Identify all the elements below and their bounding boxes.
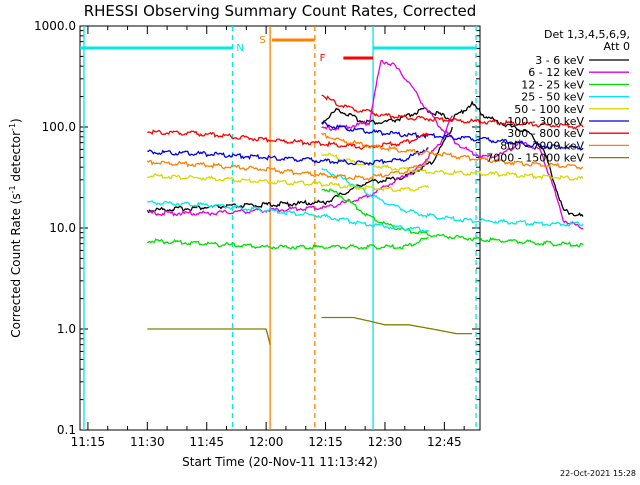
x-tick-label: 12:30 [368,435,403,449]
series-line-s12_25-2 [321,187,584,248]
y-tick-label: 1.0 [57,322,76,336]
interval-markers: N S F [80,26,477,430]
series-line-s3_6-1 [146,126,453,214]
legend-entry-label: 3 - 6 keV [535,54,584,67]
x-axis-label: Start Time (20-Nov-11 11:13:42) [182,455,378,469]
series-line-s800_7000-2 [321,132,584,171]
y-axis-label-part-2: detector [9,131,23,186]
y-tick-label: 1000.0 [34,19,76,33]
series-line-s7000_15000-1 [147,328,271,345]
series-line-s800_7000-1 [146,159,430,181]
y-tick-label: 100.0 [42,120,76,134]
x-tick-label: 12:45 [427,435,462,449]
series-line-s50_100-2 [321,152,584,181]
series-line-s7000_15000-2 [321,316,473,335]
series-line-s100_300-2 [321,121,584,151]
footer-date: 22-Oct-2021 15:28 [560,469,636,478]
series-lines [146,59,584,345]
legend-entry-label: 7000 - 15000 keV [486,152,584,165]
saa-label: S [259,35,265,46]
y-axis-label-sup-1: -1 [8,185,17,193]
x-tick-label: 11:45 [189,435,224,449]
y-tick-label: 0.1 [57,423,76,437]
legend-entry-label: 6 - 12 keV [528,66,584,79]
series-line-s25_50-1 [146,200,429,233]
plot-frame [79,25,481,431]
legend-entry-label: 50 - 100 keV [514,103,584,116]
legend-entry-label: 300 - 800 keV [507,127,584,140]
y-tick-label: 10.0 [49,221,76,235]
x-tick-label: 11:30 [130,435,165,449]
series-line-s25_50-2 [321,167,584,227]
series-line-s300_800-2 [321,94,584,130]
y-axis-label-sup-2: -1 [8,123,17,131]
series-line-s50_100-1 [147,173,430,192]
legend-title-att: Att 0 [604,40,630,53]
y-axis-label-part-1: Corrected Count Rate (s [9,193,23,337]
series-line-s300_800-1 [147,129,430,150]
x-axis: 11:15 11:30 11:45 12:00 12:15 12:30 12:45 [71,26,465,449]
x-tick-label: 12:15 [308,435,343,449]
series-line-s12_25-1 [146,237,429,250]
legend-entry-label: 800 - 7000 keV [500,139,584,152]
chart-title: RHESSI Observing Summary Count Rates, Co… [84,2,477,20]
legend-title-det: Det 1,3,4,5,6,9, [544,28,630,41]
legend-entry-label: 100 - 300 keV [507,115,584,128]
night-label: N [236,43,243,54]
series-line-s6_12-1 [147,115,453,217]
series-line-s100_300-1 [147,147,429,166]
x-tick-label: 11:15 [71,435,106,449]
x-tick-label: 12:00 [249,435,284,449]
legend-entry-label: 25 - 50 keV [521,91,584,104]
y-axis-label: Corrected Count Rate (s-1 detector-1) [8,118,23,337]
flare-label: F [320,53,326,64]
y-axis-label-part-3: ) [9,118,23,123]
legend-entry-label: 12 - 25 keV [521,78,584,91]
